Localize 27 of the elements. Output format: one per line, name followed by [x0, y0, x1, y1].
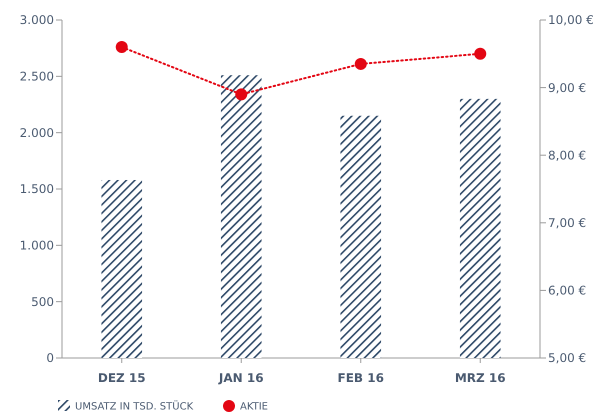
y2-tick-label: 8,00 €	[548, 148, 586, 162]
y2-tick-label: 5,00 €	[548, 351, 586, 366]
y-tick-label: 1.000	[20, 238, 54, 253]
y2-tick-label: 7,00 €	[548, 216, 586, 230]
y2-tick-label: 9,00 €	[548, 80, 586, 95]
y-tick-label: 2.000	[20, 126, 54, 140]
point	[116, 41, 128, 54]
y2-tick-label: 6,00 €	[548, 284, 586, 298]
y2-tick-label: 10,00 €	[548, 13, 594, 28]
point	[474, 48, 486, 60]
point	[354, 58, 367, 70]
point	[235, 88, 248, 100]
bar	[340, 116, 382, 358]
x-tick-label: MRZ 16	[454, 371, 506, 385]
x-tick-label: FEB 16	[338, 371, 384, 385]
y-tick-label: 3.000	[20, 13, 54, 28]
y-tick-label: 2.500	[20, 70, 54, 84]
x-tick-label: DEZ 15	[98, 371, 146, 385]
bar	[460, 98, 501, 358]
y-tick-label: 500	[31, 294, 54, 309]
legend-label: UMSATZ IN TSD. STÜCK	[75, 400, 194, 412]
legend-label: AKTIE	[240, 402, 268, 412]
y-tick-label: 1.500	[20, 182, 54, 196]
bar	[101, 180, 142, 358]
bar	[220, 75, 262, 358]
x-tick-label: JAN 16	[218, 371, 264, 385]
y-tick-label: 0	[46, 351, 54, 366]
